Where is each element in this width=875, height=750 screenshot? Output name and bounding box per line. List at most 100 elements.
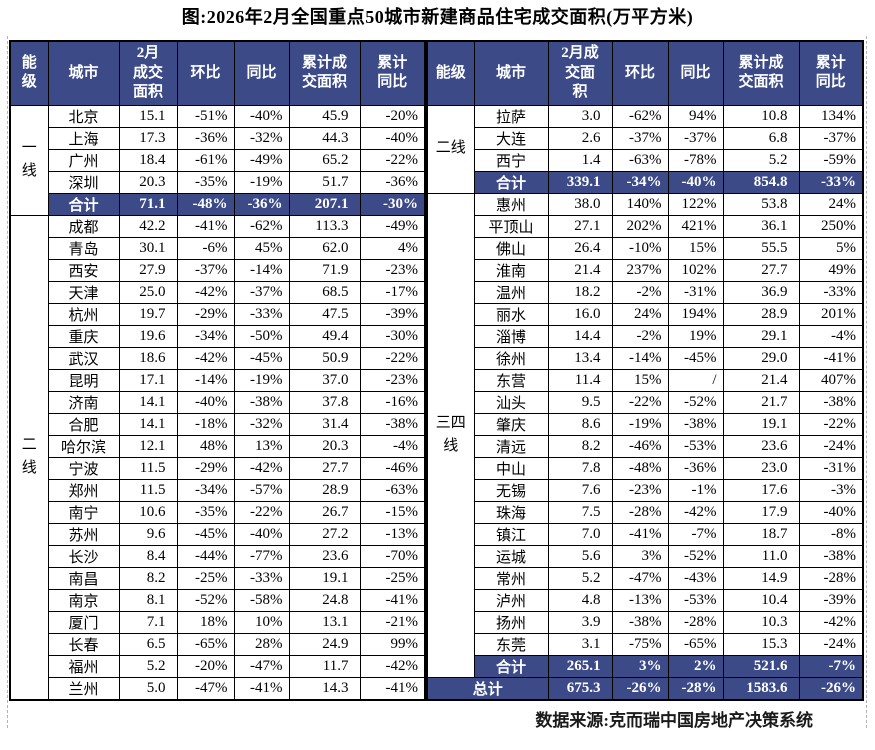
- cum-area-cell: 23.0: [722, 456, 800, 480]
- feb-area-cell: 14.4: [547, 324, 613, 348]
- yoy-cell: -40%: [233, 522, 290, 546]
- table-row: 合肥 14.1 -18% -32% 31.4 -38%: [10, 412, 426, 436]
- yoy-cell: -50%: [233, 324, 290, 348]
- city-cell: 成都: [47, 214, 120, 238]
- mom-cell: -46%: [611, 434, 669, 458]
- feb-area-cell: 71.1: [118, 192, 178, 216]
- mom-cell: -41%: [611, 522, 669, 546]
- tier-cell: 二线: [426, 104, 475, 194]
- mom-cell: -20%: [176, 654, 235, 678]
- cum-area-cell: 21.4: [722, 368, 800, 392]
- column-header: 累计 同比: [359, 40, 426, 106]
- cum-area-cell: 27.7: [288, 456, 361, 480]
- mom-cell: -40%: [176, 390, 235, 414]
- yoy-cell: -58%: [233, 588, 290, 612]
- feb-area-cell: 17.1: [118, 368, 178, 392]
- table-row: 哈尔滨 12.1 48% 13% 20.3 -4%: [10, 434, 426, 458]
- feb-area-cell: 38.0: [547, 192, 613, 216]
- feb-area-cell: 2.6: [547, 126, 613, 150]
- feb-area-cell: 7.1: [118, 610, 178, 634]
- yoy-cell: -28%: [667, 676, 724, 700]
- tier-label: 一线: [21, 139, 37, 179]
- cum-yoy-cell: -30%: [359, 192, 426, 216]
- yoy-cell: -7%: [667, 522, 724, 546]
- data-source-note: 数据来源:克而瑞中国房地产决策系统: [535, 711, 813, 730]
- yoy-cell: -37%: [233, 280, 290, 304]
- yoy-cell: -57%: [233, 478, 290, 502]
- yoy-cell: 94%: [667, 104, 724, 128]
- cum-yoy-cell: -42%: [359, 654, 426, 678]
- cum-yoy-cell: -20%: [359, 104, 426, 128]
- table-row: 宁波 11.5 -29% -42% 27.7 -46%: [10, 456, 426, 480]
- cum-yoy-cell: -70%: [359, 544, 426, 568]
- mom-cell: -41%: [176, 214, 235, 238]
- table-row: 济南 14.1 -40% -38% 37.8 -16%: [10, 390, 426, 414]
- cum-area-cell: 27.2: [288, 522, 361, 546]
- cum-area-cell: 854.8: [722, 170, 800, 194]
- cum-yoy-cell: 134%: [798, 104, 864, 128]
- city-cell: 重庆: [47, 324, 120, 348]
- table-row: 二线 成都 42.2 -41% -62% 113.3 -49%: [9, 214, 426, 700]
- feb-area-cell: 8.6: [547, 412, 613, 436]
- cum-yoy-cell: -37%: [798, 126, 864, 150]
- yoy-cell: -38%: [233, 390, 290, 414]
- cum-area-cell: 24.8: [288, 588, 361, 612]
- cum-yoy-cell: -63%: [359, 478, 426, 502]
- yoy-cell: -19%: [233, 170, 290, 194]
- mom-cell: -42%: [176, 346, 235, 370]
- feb-area-cell: 42.2: [118, 214, 178, 238]
- feb-area-cell: 20.3: [118, 170, 178, 194]
- feb-area-cell: 8.1: [118, 588, 178, 612]
- city-cell: 广州: [47, 148, 120, 172]
- yoy-cell: -62%: [233, 214, 290, 238]
- table-row: 昆明 17.1 -14% -19% 37.0 -23%: [10, 368, 426, 392]
- cum-area-cell: 65.2: [288, 148, 361, 172]
- table-row: 西安 27.9 -37% -14% 71.9 -23%: [10, 258, 426, 282]
- table-row: 南京 8.1 -52% -58% 24.8 -41%: [10, 588, 426, 612]
- yoy-cell: 10%: [233, 610, 290, 634]
- mom-cell: -29%: [176, 302, 235, 326]
- grand-total-label: 总计: [426, 676, 549, 700]
- cum-area-cell: 55.5: [722, 236, 800, 260]
- cum-area-cell: 44.3: [288, 126, 361, 150]
- cum-area-cell: 11.7: [288, 654, 361, 678]
- table-row: 东莞 3.1 -75% -65% 15.3 -24%: [427, 632, 864, 656]
- cum-area-cell: 10.4: [722, 588, 800, 612]
- cum-yoy-cell: 4%: [359, 236, 426, 260]
- column-header: 环比: [176, 40, 235, 106]
- mom-cell: -26%: [611, 676, 669, 700]
- subtotal-label: 合计: [47, 192, 120, 216]
- feb-area-cell: 25.0: [118, 280, 178, 304]
- yoy-cell: -52%: [667, 390, 724, 414]
- feb-area-cell: 7.6: [547, 478, 613, 502]
- table-row: 兰州 5.0 -47% -41% 14.3 -41%: [10, 676, 426, 700]
- table-row: 长沙 8.4 -44% -77% 23.6 -70%: [10, 544, 426, 568]
- yoy-cell: -43%: [667, 566, 724, 590]
- cum-area-cell: 6.8: [722, 126, 800, 150]
- mom-cell: -18%: [176, 412, 235, 436]
- column-header: 城市: [473, 40, 549, 106]
- city-cell: 深圳: [47, 170, 120, 194]
- yoy-cell: -65%: [667, 632, 724, 656]
- cum-area-cell: 36.1: [722, 214, 800, 238]
- yoy-cell: -14%: [233, 258, 290, 282]
- mom-cell: -37%: [176, 258, 235, 282]
- yoy-cell: -45%: [233, 346, 290, 370]
- cum-yoy-cell: 49%: [798, 258, 864, 282]
- mom-cell: -65%: [176, 632, 235, 656]
- mom-cell: 202%: [611, 214, 669, 238]
- city-cell: 运城: [473, 544, 549, 568]
- city-cell: 武汉: [47, 346, 120, 370]
- mom-cell: 3%: [611, 654, 669, 678]
- table-row: 武汉 18.6 -42% -45% 50.9 -22%: [10, 346, 426, 370]
- feb-area-cell: 5.0: [118, 676, 178, 700]
- cum-area-cell: 31.4: [288, 412, 361, 436]
- table-row: 广州 18.4 -61% -49% 65.2 -22%: [10, 148, 426, 172]
- feb-area-cell: 11.5: [118, 456, 178, 480]
- mom-cell: -25%: [176, 566, 235, 590]
- feb-area-cell: 15.1: [118, 104, 178, 128]
- table-row: 扬州 3.9 -38% -28% 10.3 -42%: [427, 610, 864, 634]
- mom-cell: -52%: [176, 588, 235, 612]
- yoy-cell: 13%: [233, 434, 290, 458]
- cum-yoy-cell: 201%: [798, 302, 864, 326]
